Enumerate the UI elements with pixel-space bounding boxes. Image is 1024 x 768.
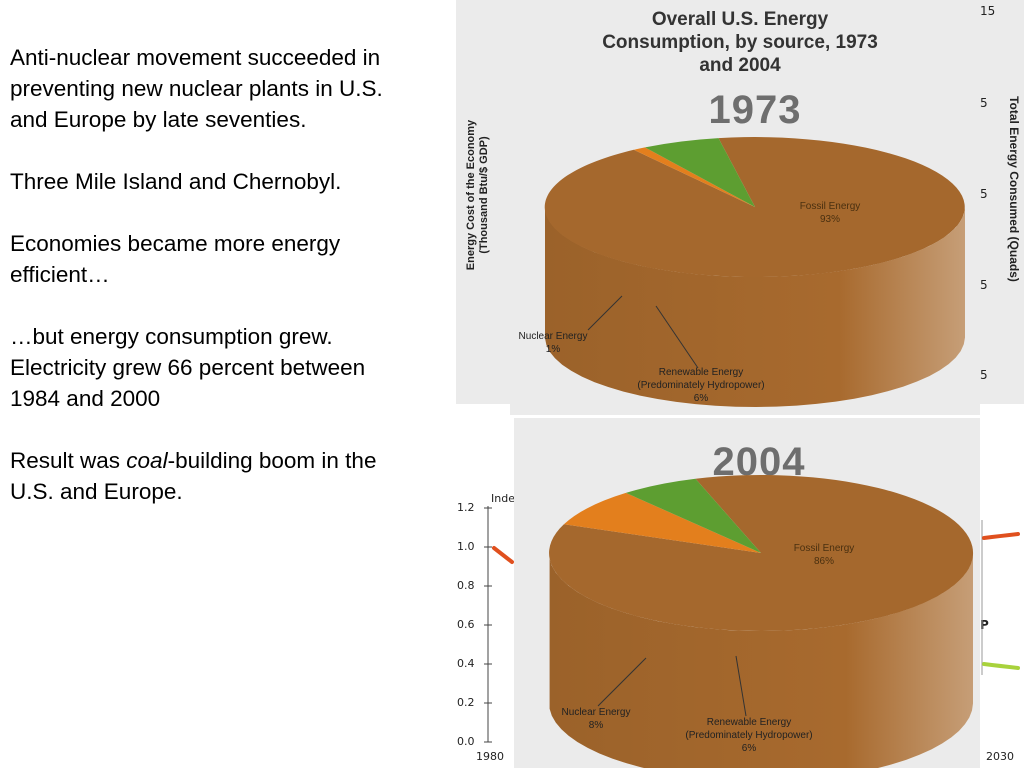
- renewable-value: 6%: [741, 743, 757, 754]
- pie-slice-renewable: [645, 138, 755, 207]
- legend-fragment: Inde: [491, 492, 515, 505]
- right-axis-label: Total Energy Consumed (Quads): [1007, 96, 1021, 282]
- pie-slice-nuclear: [563, 492, 761, 553]
- nuclear-label-1973: Nuclear Energy 1%: [510, 330, 596, 356]
- coal-text-before: Result was: [10, 448, 127, 473]
- renewable-sub: (Predominately Hydropower): [637, 380, 765, 391]
- fossil-value: 86%: [813, 556, 834, 567]
- left-axis-label: Energy Cost of the Economy (Thousand Btu…: [465, 119, 490, 271]
- paragraph-anti-nuclear: Anti-nuclear movement succeeded in preve…: [10, 45, 383, 132]
- index-tick: 0.4: [457, 657, 475, 670]
- index-tick: 1.2: [457, 501, 475, 514]
- nuclear-name: Nuclear Energy: [518, 331, 588, 342]
- pie-slice-nuclear: [633, 147, 755, 207]
- top-right-tick: 5: [980, 368, 988, 382]
- pie-side-fossil: [549, 553, 973, 768]
- renewable-leader-line: [655, 305, 699, 369]
- index-tick: 1.0: [457, 540, 475, 553]
- fossil-label-1973: Fossil Energy 93%: [786, 200, 874, 226]
- renewable-name: Renewable Energy: [658, 367, 744, 378]
- pie-slice-renewable: [625, 478, 761, 553]
- x-end-tick: 2030: [986, 750, 1014, 763]
- top-right-tick: 15: [980, 4, 996, 18]
- index-axis: [484, 506, 514, 743]
- paragraph-consumption-growth: …but energy consumption grew. Electricit…: [10, 324, 366, 411]
- top-right-tick: 5: [980, 278, 988, 292]
- nuclear-value: 8%: [588, 720, 604, 731]
- index-tick: 0.6: [457, 618, 475, 631]
- index-tick: 0.2: [457, 696, 475, 709]
- index-tick: 0.8: [457, 579, 475, 592]
- pie-slice-fossil: [544, 137, 965, 278]
- nuclear-leader-line: [587, 295, 623, 331]
- right-fragment: P: [980, 618, 989, 632]
- renewable-value: 6%: [693, 393, 709, 404]
- renewable-name: Renewable Energy: [706, 717, 792, 728]
- pie-svg-1973: [544, 137, 965, 407]
- chart-title: Overall U.S. Energy Consumption, by sour…: [602, 9, 878, 76]
- renewable-sub: (Predominately Hydropower): [685, 730, 813, 741]
- renewable-label-1973: Renewable Energy (Predominately Hydropow…: [616, 366, 786, 405]
- nuclear-name: Nuclear Energy: [561, 707, 631, 718]
- fossil-name: Fossil Energy: [793, 543, 855, 554]
- fossil-name: Fossil Energy: [799, 201, 861, 212]
- nuclear-value: 1%: [545, 344, 561, 355]
- slide-text: Anti-nuclear movement succeeded in preve…: [10, 42, 410, 507]
- top-right-tick: 5: [980, 96, 988, 110]
- year-label-1973: 1973: [708, 88, 802, 132]
- pie-svg-2004: [549, 474, 974, 768]
- coal-text-after: -building boom in the U.S. and Europe.: [10, 448, 377, 504]
- fossil-value: 93%: [819, 214, 840, 225]
- top-right-tick: 5: [980, 187, 988, 201]
- right-lines: [981, 520, 1020, 675]
- nuclear-label-2004: Nuclear Energy 8%: [550, 706, 642, 732]
- paragraph-coal-boom: Result was coal-building boom in the U.S…: [10, 445, 410, 507]
- paragraph-efficiency: Economies became more energy efficient…: [10, 231, 341, 287]
- pie-chart-2004: 2004 Fossil Energy 86% Nuclear Energy 8%…: [514, 418, 980, 768]
- coal-text-italic: coal: [126, 448, 168, 473]
- index-tick: 0.0: [457, 735, 475, 748]
- renewable-label-2004: Renewable Energy (Predominately Hydropow…: [664, 716, 834, 755]
- nuclear-leader-line: [597, 657, 647, 707]
- renewable-leader-line: [735, 655, 747, 717]
- pie-chart-1973: Overall U.S. Energy Consumption, by sour…: [510, 0, 980, 415]
- pie-slice-fossil: [549, 474, 974, 631]
- paragraph-tmi-chernobyl: Three Mile Island and Chernobyl.: [10, 169, 342, 194]
- x-start-tick: 1980: [476, 750, 504, 763]
- pie-side-fossil: [545, 207, 965, 407]
- fossil-label-2004: Fossil Energy 86%: [780, 542, 868, 568]
